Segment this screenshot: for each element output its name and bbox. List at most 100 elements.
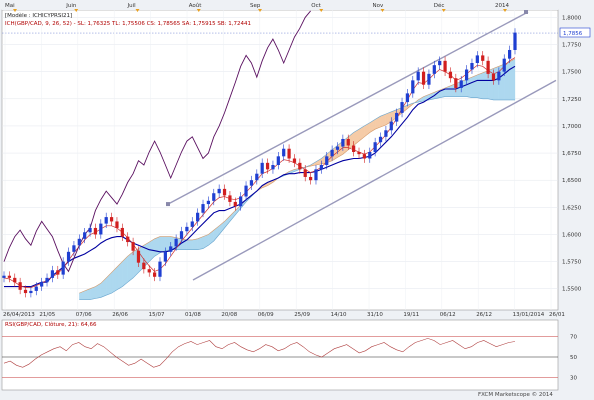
candle-body <box>368 151 372 159</box>
cloud-segment <box>509 58 516 101</box>
candle-body <box>486 60 490 74</box>
cloud-segment <box>186 239 193 250</box>
candle-body <box>352 145 356 152</box>
x-tick-label: 01/08 <box>185 312 201 318</box>
candle-body <box>271 165 275 170</box>
rsi-plot-area <box>1 319 559 391</box>
candle-body <box>502 58 506 72</box>
candle-body <box>400 102 404 113</box>
candle-body <box>158 261 162 277</box>
top-month-label: 2014 <box>495 3 509 9</box>
candle-body <box>23 289 28 294</box>
y-tick-label: 1,7250 <box>562 97 582 103</box>
x-tick-label: 14/10 <box>331 312 347 318</box>
y-tick-label: 1,6750 <box>562 151 582 157</box>
candle-body <box>77 238 81 246</box>
candle-body <box>491 73 496 81</box>
period-marker <box>196 9 201 12</box>
candle-body <box>126 236 130 243</box>
top-month-label: Mai <box>5 3 15 9</box>
candle-body <box>303 169 307 177</box>
x-tick-label: 26/04/2013 <box>3 312 35 318</box>
cloud-segment <box>192 238 198 250</box>
rsi-level-label: 50 <box>570 355 577 361</box>
x-tick-label: 20/08 <box>221 312 237 318</box>
y-tick-label: 1,8000 <box>562 15 582 21</box>
candle-body <box>362 154 367 159</box>
period-marker <box>380 9 385 12</box>
candle-body <box>282 148 286 157</box>
period-marker <box>441 9 446 12</box>
top-month-label: Juin <box>65 3 77 9</box>
candle-body <box>99 223 103 235</box>
candle-body <box>136 250 141 263</box>
period-marker <box>13 9 17 12</box>
top-month-label: Oct <box>311 3 321 9</box>
candle-body <box>314 169 318 181</box>
candle-body <box>142 262 146 270</box>
y-tick-label: 1,6000 <box>562 232 582 238</box>
candle-body <box>508 49 512 59</box>
candle-body <box>330 149 334 157</box>
main-plot-area <box>1 9 559 311</box>
candle-body <box>421 71 426 85</box>
candle-body <box>464 69 469 81</box>
chikou-span-line <box>3 10 311 273</box>
candle-body <box>2 275 6 278</box>
period-marker <box>258 9 262 12</box>
top-month-label: Août <box>189 2 203 9</box>
candle-body <box>169 246 173 252</box>
candle-body <box>104 217 108 224</box>
cloud-segment <box>127 251 134 283</box>
period-marker <box>503 9 507 12</box>
candle-body <box>454 78 458 88</box>
candle-body <box>239 196 243 207</box>
watermark: FXCM Marketscope © 2014 <box>478 391 553 398</box>
candle-body <box>459 80 463 88</box>
candle-body <box>448 71 453 79</box>
rsi-line <box>3 338 516 368</box>
candle-body <box>443 60 447 72</box>
top-month-label: Juil <box>127 3 137 9</box>
candle-body <box>34 286 38 291</box>
candle-body <box>276 156 280 166</box>
cloud-segment <box>477 72 483 99</box>
candle-body <box>308 176 313 181</box>
candle-body <box>56 270 60 275</box>
candle-body <box>411 80 415 94</box>
candle-body <box>174 238 178 247</box>
rsi-level-label: 70 <box>570 334 577 340</box>
candle-body <box>45 277 49 283</box>
candle-body <box>179 231 184 239</box>
model-label: [Modèle : ICHICYPRSI21] <box>5 12 72 19</box>
candle-body <box>378 136 383 143</box>
candle-body <box>206 200 211 205</box>
ichimoku-legend: ICH(GBP/CAD, 9, 26, 52) - SL: 1,76325 TL… <box>5 21 251 27</box>
candle-body <box>260 162 264 174</box>
candle-body <box>357 151 361 155</box>
senkou-span-b-line <box>79 96 515 300</box>
candle-body <box>427 73 431 85</box>
x-tick-label: 07/06 <box>76 312 92 318</box>
top-month-label: Sep <box>250 3 261 9</box>
candle-body <box>196 212 200 222</box>
y-tick-label: 1,7000 <box>562 124 582 130</box>
candle-body <box>325 156 329 166</box>
candle-body <box>384 130 388 137</box>
candle-body <box>341 138 345 147</box>
price-tag: 1,7856 <box>563 31 583 37</box>
period-marker <box>74 9 79 12</box>
candle-body <box>147 269 151 273</box>
candle-body <box>115 221 119 228</box>
top-date-strip <box>2 0 558 10</box>
candle-body <box>50 270 55 278</box>
candle-body <box>201 204 205 213</box>
candle-body <box>83 232 87 239</box>
x-tick-label: 21/05 <box>39 312 55 318</box>
channel-handle <box>166 202 170 207</box>
y-tick-label: 1,6250 <box>562 205 582 211</box>
x-tick-label: 15/07 <box>149 312 165 318</box>
x-tick-label: 13/01/2014 <box>513 312 545 318</box>
x-tick-label: 19/11 <box>403 312 419 318</box>
